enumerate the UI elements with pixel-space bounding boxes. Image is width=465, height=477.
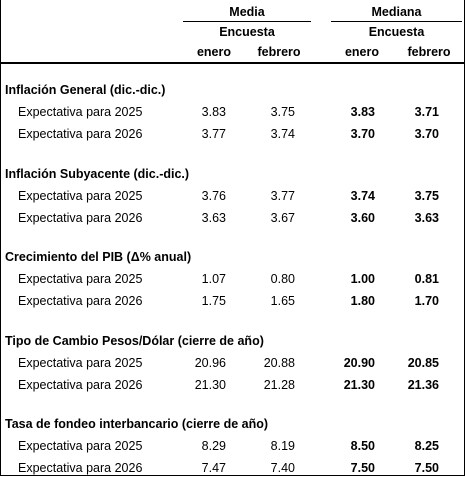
group-rule — [331, 21, 462, 22]
cell-value: 1.75 — [201, 294, 226, 308]
cell-value: 1.07 — [201, 272, 226, 286]
cell-value: 21.30 — [343, 377, 375, 392]
section-title: Inflación Subyacente (dic.-dic.) — [5, 166, 190, 181]
row-label: Expectativa para 2025 — [18, 272, 143, 286]
month-header: enero — [344, 45, 380, 59]
cell-value: 3.83 — [201, 105, 226, 119]
month-header: febrero — [257, 45, 301, 59]
cell-value: 7.40 — [270, 461, 295, 475]
cell-value: 0.81 — [414, 272, 439, 286]
cell-value: 8.19 — [270, 439, 295, 453]
cell-value: 3.60 — [350, 210, 375, 225]
month-header: febrero — [407, 45, 451, 59]
cell-value: 8.50 — [350, 439, 375, 453]
cell-value: 0.80 — [270, 272, 295, 286]
row-label: Expectativa para 2026 — [18, 127, 143, 141]
cell-value: 3.70 — [350, 127, 375, 141]
group-header: Media — [229, 5, 265, 19]
cell-value: 1.70 — [414, 294, 439, 308]
cell-value: 21.36 — [407, 377, 439, 392]
cell-value: 7.50 — [414, 461, 439, 475]
cell-value: 21.30 — [194, 377, 226, 392]
cell-value: 1.00 — [350, 272, 375, 286]
row-label: Expectativa para 2026 — [18, 377, 143, 392]
cell-value: 3.71 — [414, 105, 439, 119]
cell-value: 1.80 — [350, 294, 375, 308]
cell-value: 7.50 — [350, 461, 375, 475]
header-rule — [1, 62, 464, 64]
cell-value: 8.29 — [201, 439, 226, 453]
cell-value: 1.65 — [270, 294, 295, 308]
cell-value: 7.47 — [201, 461, 226, 475]
cell-value: 3.83 — [350, 105, 375, 119]
row-label: Expectativa para 2026 — [18, 210, 143, 225]
cell-value: 20.85 — [407, 355, 439, 370]
cell-value: 3.75 — [270, 105, 295, 119]
section-title: Inflación General (dic.-dic.) — [5, 83, 166, 97]
month-header: enero — [196, 45, 232, 59]
row-label: Expectativa para 2025 — [18, 439, 143, 453]
cell-value: 3.74 — [270, 127, 295, 141]
cell-value: 3.76 — [201, 188, 226, 203]
cell-value: 3.70 — [414, 127, 439, 141]
cell-value: 3.67 — [270, 210, 295, 225]
cell-value: 3.75 — [414, 188, 439, 203]
row-label: Expectativa para 2026 — [18, 294, 143, 308]
row-label: Expectativa para 2025 — [18, 105, 143, 119]
section-title: Tipo de Cambio Pesos/Dólar (cierre de añ… — [5, 333, 264, 348]
survey-header: Encuesta — [368, 25, 425, 39]
cell-value: 3.77 — [201, 127, 226, 141]
group-rule — [183, 21, 311, 22]
section-title: Tasa de fondeo interbancario (cierre de … — [5, 417, 269, 431]
row-label: Expectativa para 2026 — [18, 461, 143, 475]
row-label: Expectativa para 2025 — [18, 188, 143, 203]
cell-value: 8.25 — [414, 439, 439, 453]
cell-value: 20.88 — [263, 355, 295, 370]
cell-value: 3.63 — [414, 210, 439, 225]
cell-value: 3.77 — [270, 188, 295, 203]
cell-value: 21.28 — [263, 377, 295, 392]
section-title: Crecimiento del PIB (Δ% anual) — [5, 250, 192, 264]
cell-value: 3.74 — [350, 188, 375, 203]
survey-header: Encuesta — [219, 25, 275, 39]
cell-value: 20.90 — [343, 355, 375, 370]
group-header: Mediana — [371, 5, 422, 19]
cell-value: 3.63 — [201, 210, 226, 225]
cell-value: 20.96 — [194, 355, 226, 370]
row-label: Expectativa para 2025 — [18, 355, 143, 370]
